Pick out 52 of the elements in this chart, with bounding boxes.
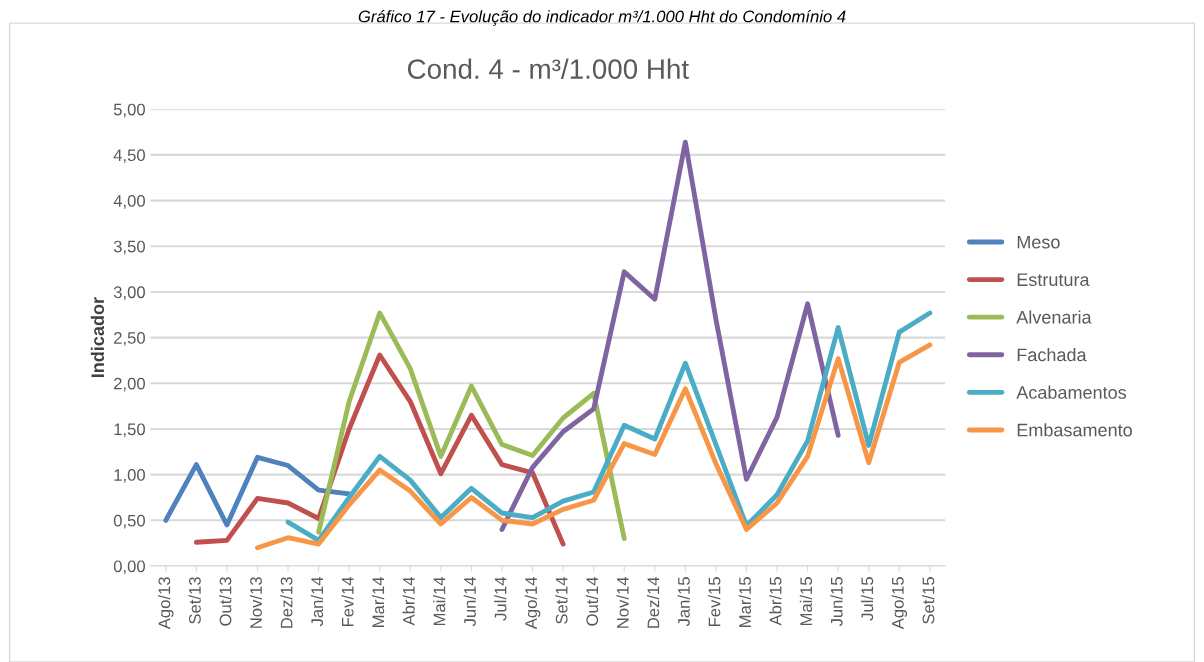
legend-label: Acabamentos — [1016, 385, 1127, 399]
chart-title: Cond. 4 - m³/1.000 Hht — [407, 58, 689, 79]
x-tick-label: Nov/14 — [616, 576, 629, 628]
x-tick-label: Mar/14 — [371, 576, 385, 627]
x-tick-label: Set/15 — [922, 577, 935, 624]
x-tick-label: Jan/15 — [677, 577, 690, 627]
x-tick-label: Dez/13 — [280, 577, 293, 628]
x-tick-label: Set/13 — [188, 577, 201, 624]
x-tick-label: Jan/14 — [310, 576, 324, 627]
y-tick-label: 3,00 — [113, 286, 145, 301]
x-tick-label: Out/13 — [219, 577, 232, 626]
line-series — [316, 310, 627, 542]
legend-label: Fachada — [1017, 348, 1087, 362]
x-tick-label: Jul/15 — [860, 577, 874, 621]
y-tick-label: 4,50 — [113, 149, 145, 164]
x-tick-label: Dez/14 — [647, 576, 660, 628]
x-tick-label: Mai/14 — [433, 576, 446, 626]
y-tick-label: 5,00 — [113, 103, 145, 118]
line-series — [285, 310, 933, 543]
legend-label: Meso — [1017, 235, 1060, 249]
legend-label: Embasamento — [1017, 423, 1132, 437]
x-tick-label: Jul/14 — [494, 576, 507, 621]
y-tick-label: 2,00 — [114, 377, 145, 392]
y-tick-label: 1,00 — [114, 469, 145, 483]
x-tick-label: Abr/15 — [769, 577, 782, 626]
x-tick-label: Mar/15 — [738, 577, 751, 627]
x-tick-label: Set/14 — [555, 576, 568, 624]
y-tick-label: 2,50 — [114, 332, 145, 346]
x-tick-label: Ago/13 — [158, 577, 174, 630]
y-tick-label: 4,00 — [113, 194, 145, 209]
y-tick-label: 1,50 — [114, 423, 145, 438]
legend-label: Alvenaria — [1016, 310, 1092, 324]
line-series — [255, 342, 933, 551]
y-tick-label: 0,50 — [113, 514, 145, 529]
x-tick-label: Fev/15 — [708, 577, 721, 627]
y-axis-title: Indicador — [90, 297, 105, 378]
x-tick-label: Jun/15 — [830, 577, 843, 627]
y-tick-label: 0,00 — [113, 560, 145, 575]
x-tick-label: Fev/14 — [341, 576, 354, 627]
x-tick-label: Out/14 — [585, 576, 599, 626]
x-tick-label: Ago/14 — [524, 576, 541, 630]
y-tick-label: 3,50 — [113, 240, 145, 255]
line-series — [499, 139, 841, 532]
line-series — [163, 454, 352, 528]
x-tick-label: Jun/14 — [463, 576, 476, 627]
legend-label: Estrutura — [1017, 273, 1090, 287]
x-tick-label: Abr/14 — [402, 576, 415, 626]
x-tick-label: Ago/15 — [891, 577, 908, 630]
text: Gráfico 17 - Evolução do indicador m³/1.000 Hht do Condomínio 4 — [358, 9, 846, 26]
x-tick-label: Nov/13 — [249, 577, 262, 628]
line-series — [193, 352, 566, 547]
x-tick-label: Mai/15 — [799, 577, 813, 626]
